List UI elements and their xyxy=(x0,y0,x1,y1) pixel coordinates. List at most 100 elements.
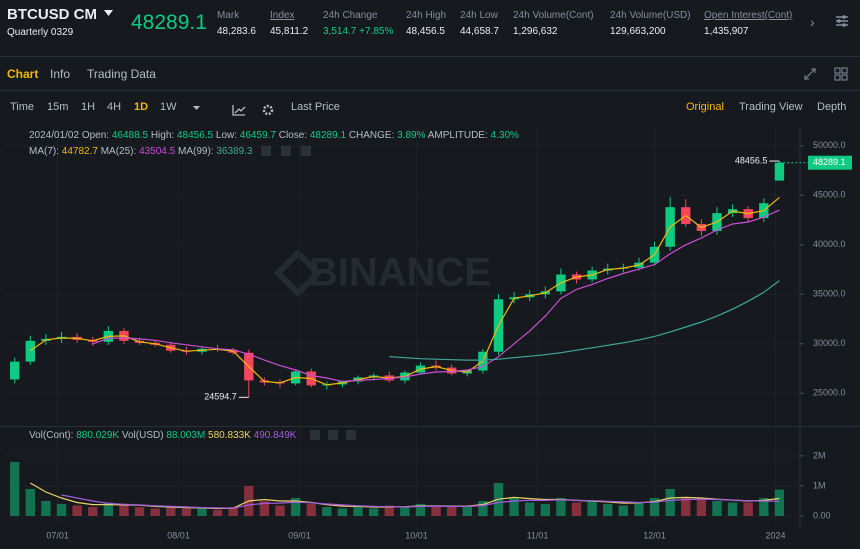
stat-value: 48,283.6 xyxy=(217,26,256,37)
interval[interactable]: 1D xyxy=(134,101,149,113)
ma-line xyxy=(61,494,780,509)
stat-value: 1,435,907 xyxy=(704,26,749,37)
legend-label: CHANGE: xyxy=(349,130,395,141)
x-tick-label: 2024 xyxy=(765,530,785,540)
tab[interactable]: Trading Data xyxy=(87,67,156,81)
candle-body xyxy=(25,340,35,362)
volume-bar xyxy=(603,503,613,516)
legend-name: MA(99): xyxy=(178,146,214,157)
legend-label: AMPLITUDE: xyxy=(428,130,488,141)
symbol[interactable]: BTCUSD CM xyxy=(7,6,97,23)
volume-bar xyxy=(743,502,753,516)
volume-bar xyxy=(540,503,550,516)
x-tick-label: 12/01 xyxy=(643,530,666,540)
legend-label: High: xyxy=(151,130,174,141)
volume-bar xyxy=(368,508,379,516)
y-tick-label: 2M xyxy=(813,450,826,460)
legend-icon[interactable] xyxy=(328,430,338,440)
volume-bar xyxy=(353,506,363,516)
price-type[interactable]: Last Price xyxy=(291,101,340,113)
y-tick-label: 50000.0 xyxy=(813,140,846,150)
legend-icon[interactable] xyxy=(310,430,320,440)
volume-bar xyxy=(571,502,582,516)
stat-value: 3,514.7 +7.85% xyxy=(323,26,394,37)
legend-value: 4.30% xyxy=(491,130,519,141)
view[interactable]: Depth xyxy=(817,101,847,113)
stat-value: 44,658.7 xyxy=(460,26,499,37)
legend-label: Close: xyxy=(279,130,307,141)
stat-label: 24h Change xyxy=(323,10,378,21)
interval[interactable]: 1H xyxy=(81,101,96,113)
view[interactable]: Trading View xyxy=(739,101,803,113)
legend-name: Vol(USD) xyxy=(122,430,164,441)
volume-bar xyxy=(119,505,129,516)
divider xyxy=(0,56,860,57)
volume-bar xyxy=(696,499,707,516)
last-price: 48289.1 xyxy=(131,11,207,34)
legend-value: 43504.5 xyxy=(139,146,176,157)
settings-icon[interactable] xyxy=(835,14,849,28)
volume-bar xyxy=(306,503,316,516)
view[interactable]: Original xyxy=(686,101,724,113)
legend-date: 2024/01/02 xyxy=(29,130,79,141)
volume-bar xyxy=(212,509,223,516)
volume-bar xyxy=(290,497,301,516)
volume-bar xyxy=(774,489,785,516)
last-price-tag-label: 48289.1 xyxy=(813,157,846,167)
volume-bar xyxy=(618,505,629,516)
legend-icon[interactable] xyxy=(346,430,356,440)
legend-label: Low: xyxy=(216,130,237,141)
interval[interactable]: 15m xyxy=(47,101,69,113)
volume-bar xyxy=(681,497,691,516)
y-tick-label: 45000.0 xyxy=(813,190,846,200)
toolbar-icons[interactable] xyxy=(193,104,283,116)
volume-bar xyxy=(275,505,285,516)
symbol-dropdown[interactable] xyxy=(104,10,113,16)
volume-bar xyxy=(431,506,441,516)
legend-value: 48456.5 xyxy=(177,130,214,141)
tab[interactable]: Chart xyxy=(7,67,39,81)
volume-bar xyxy=(197,508,207,516)
y-tick-label: 35000.0 xyxy=(813,289,846,299)
volume-bar xyxy=(415,503,426,516)
volume-bar xyxy=(322,506,332,516)
scroll-arrow[interactable]: › xyxy=(810,14,815,30)
volume-bar xyxy=(400,506,410,516)
legend-icon[interactable] xyxy=(301,146,311,156)
layout-icons[interactable] xyxy=(803,67,849,81)
interval[interactable]: Time xyxy=(10,101,35,113)
volume-bar xyxy=(72,505,82,516)
x-tick-label: 10/01 xyxy=(405,530,428,540)
legend-name: Vol(Cont): xyxy=(29,430,73,441)
stat-label[interactable]: Open Interest(Cont) xyxy=(704,10,793,21)
tab[interactable]: Info xyxy=(50,67,71,81)
interval[interactable]: 1W xyxy=(160,101,177,113)
y-tick-label: 40000.0 xyxy=(813,239,846,249)
legend-value: 46488.5 xyxy=(112,130,149,141)
volume-bar xyxy=(446,506,457,516)
chart: BINANCE 25000.0 30000.0 35000.0 40000.0 45000… xyxy=(0,125,860,540)
watermark-logo xyxy=(273,248,323,298)
volume-bar xyxy=(56,503,67,516)
x-tick-label: 09/01 xyxy=(288,530,311,540)
stat-value: 48,456.5 xyxy=(406,26,445,37)
x-tick-label: 11/01 xyxy=(527,530,549,540)
x-tick-label: 07/01 xyxy=(46,530,69,540)
volume-legend: Vol(Cont): 880.029K Vol(USD) 88.003M 580… xyxy=(29,430,297,441)
stat-label: 24h Volume(Cont) xyxy=(513,10,594,21)
stat-label: 24h Volume(USD) xyxy=(610,10,691,21)
interval[interactable]: 4H xyxy=(107,101,122,113)
volume-bar xyxy=(337,508,348,516)
legend-icon[interactable] xyxy=(281,146,291,156)
volume-bar xyxy=(25,488,35,516)
legend-icon[interactable] xyxy=(261,146,271,156)
volume-bar xyxy=(525,502,535,516)
stat-label[interactable]: Index xyxy=(270,10,295,21)
volume-bar xyxy=(150,508,160,516)
volume-bar xyxy=(103,502,114,516)
volume-bar xyxy=(228,506,238,516)
legend-value: 580.833K xyxy=(208,430,251,441)
volume-bar xyxy=(649,497,660,516)
last-price-tag xyxy=(808,155,852,170)
